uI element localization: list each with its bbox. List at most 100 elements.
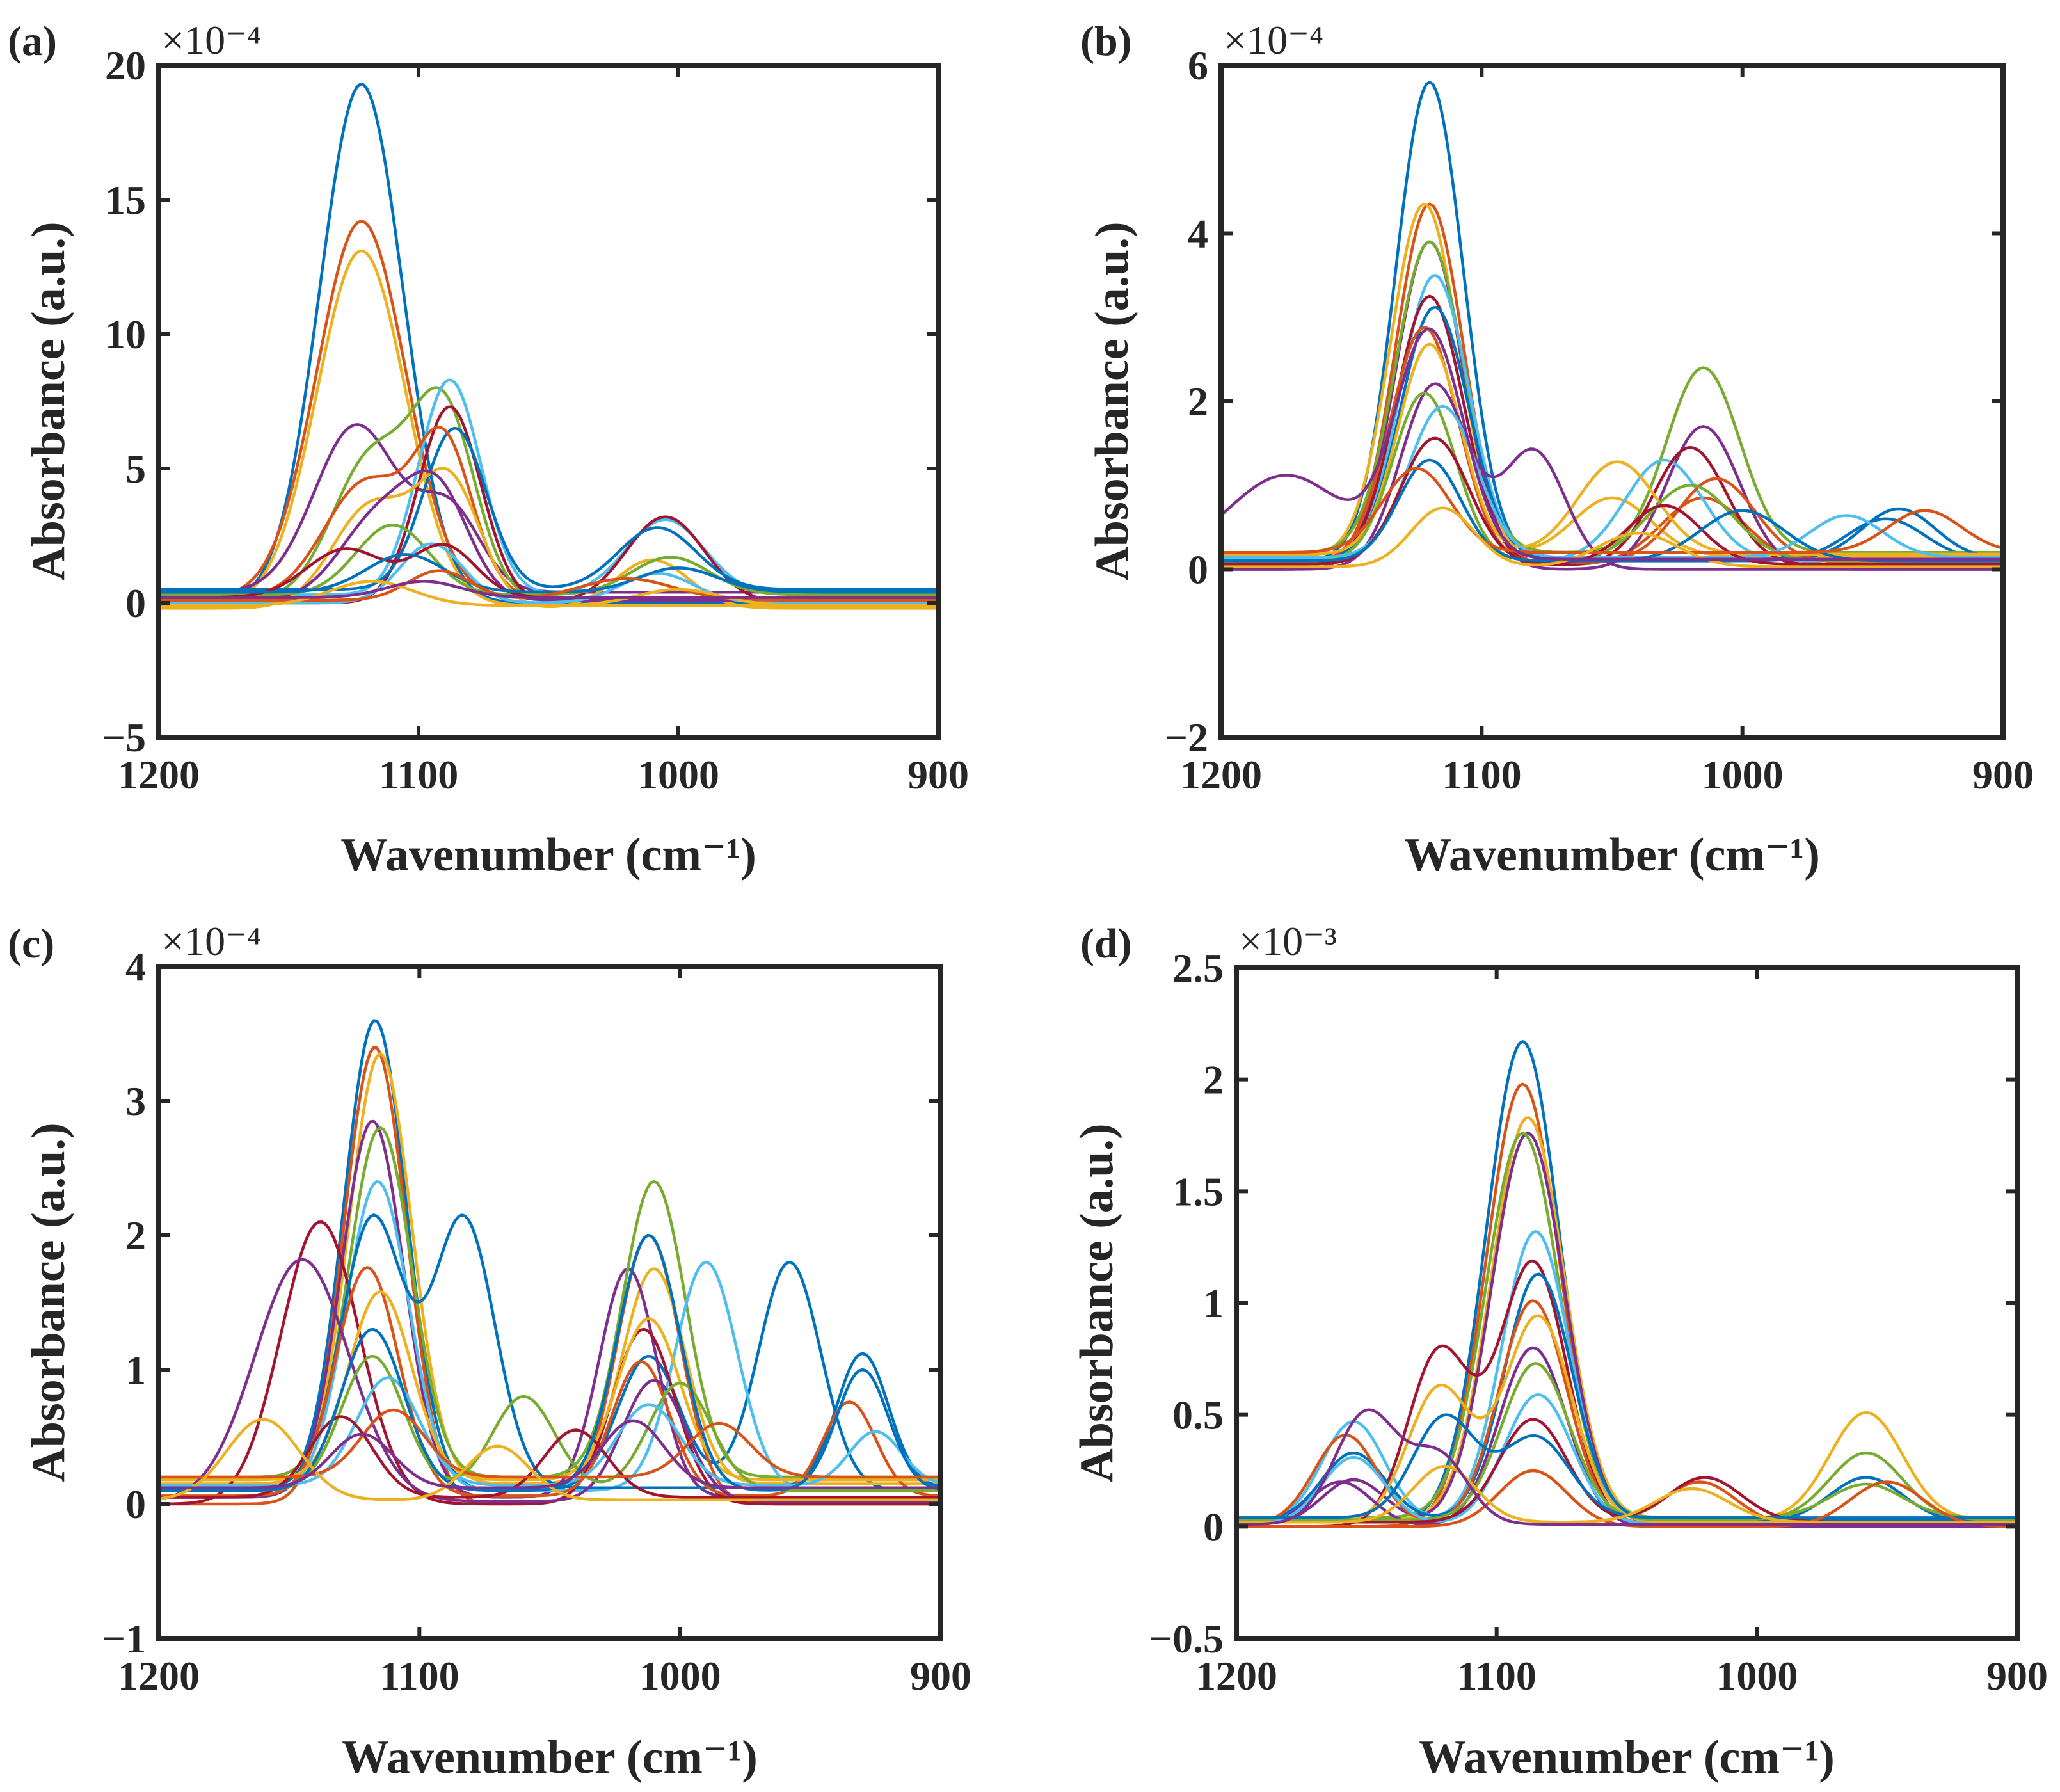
panel-b-series-13 — [1221, 404, 2003, 559]
panel-c-xtick-label: 1100 — [379, 1653, 459, 1699]
panel-b-xlabel: Wavenumber (cm⁻¹) — [1404, 829, 1820, 881]
panel-b-xtick-label: 1000 — [1702, 752, 1784, 797]
panel-d-multiplier: ×10⁻³ — [1239, 918, 1337, 964]
panel-d-ylabel: Absorbance (a.u.) — [1071, 1123, 1123, 1482]
panel-c-xtick-label: 1200 — [118, 1653, 200, 1699]
panel-c-series-9 — [159, 1266, 941, 1498]
panel-b-frame — [1218, 63, 2006, 740]
panel-a-series-6 — [159, 378, 938, 596]
panel-d-series-14 — [1236, 1418, 2017, 1524]
panel-b-series-7 — [1221, 294, 2003, 567]
panel-b-ticks — [1219, 63, 2005, 739]
panel-c-ytick-label: 2 — [125, 1213, 146, 1258]
panel-a-ticks — [157, 63, 940, 739]
panel-a-xtick-label: 1000 — [637, 752, 719, 797]
panel-b-series-16 — [1221, 467, 2003, 554]
panel-a-ylabel: Absorbance (a.u.) — [22, 221, 75, 580]
panel-b: 1200 1100 1000 900 −2 0 2 4 6 (b) ×10⁻⁴ Wavenumb… — [1080, 17, 2034, 881]
panel-a: 1200 1100 1000 900 −5 0 5 10 15 20 (a) ×10⁻⁴ Wave… — [8, 17, 969, 881]
panel-c-ytick-label: 1 — [125, 1347, 146, 1393]
panel-c-tick-labels: 1200 1100 1000 900 −1 0 1 2 3 4 — [102, 944, 971, 1699]
panel-a-series-11 — [159, 469, 938, 602]
panel-c-series-11 — [159, 1258, 941, 1503]
panel-a-ytick-label: −5 — [102, 715, 146, 760]
panel-a-series-18 — [159, 580, 938, 599]
panel-d-series-5 — [1236, 1132, 2017, 1519]
panel-d-ytick-label: −0.5 — [1149, 1616, 1224, 1661]
panel-c-xtick-label: 1000 — [639, 1653, 721, 1699]
panel-c-series-16 — [159, 1408, 941, 1479]
panel-a-xlabel: Wavenumber (cm⁻¹) — [340, 829, 756, 881]
panel-a-ytick-label: 5 — [125, 446, 146, 492]
panel-c-ticks — [157, 964, 943, 1640]
panel-c-frame — [156, 964, 943, 1641]
panel-d-series-17 — [1236, 1464, 2017, 1524]
panel-c-ylabel: Absorbance (a.u.) — [22, 1123, 75, 1482]
panel-b-ylabel: Absorbance (a.u.) — [1086, 221, 1138, 580]
panel-c-ytick-label: −1 — [102, 1616, 146, 1661]
panel-d-ytick-label: 0.5 — [1172, 1393, 1224, 1438]
panel-a-series-7 — [159, 405, 938, 605]
panel-d-ytick-label: 0 — [1203, 1504, 1224, 1549]
panel-d-ytick-label: 2.5 — [1172, 945, 1224, 991]
panel-a-series-15 — [159, 553, 938, 594]
panel-d-ticks — [1234, 966, 2019, 1640]
panel-b-series-3 — [1221, 202, 2003, 559]
panel-b-series-12 — [1221, 391, 2003, 563]
panel-d-series-4 — [1236, 1132, 2017, 1526]
panel-b-ytick-label: 6 — [1188, 43, 1208, 88]
panel-d-ytick-label: 1.5 — [1172, 1169, 1224, 1214]
panel-c-label: (c) — [8, 920, 54, 967]
panel-b-tick-labels: 1200 1100 1000 900 −2 0 2 4 6 — [1165, 43, 2034, 797]
panel-c-series-15 — [159, 1234, 941, 1492]
panel-c-xtick-label: 900 — [910, 1653, 971, 1699]
panel-d-ytick-label: 2 — [1203, 1057, 1224, 1103]
panel-a-series-16 — [159, 569, 938, 602]
panel-b-series-10 — [1221, 342, 2003, 556]
panel-c-xlabel: Wavenumber (cm⁻¹) — [342, 1731, 758, 1784]
panel-d-curves — [1236, 1040, 2017, 1528]
panel-d-xtick-label: 900 — [1986, 1653, 2048, 1699]
panel-b-ytick-label: 4 — [1188, 211, 1208, 257]
panel-a-series-17 — [159, 580, 938, 607]
panel-a-curves — [159, 83, 938, 610]
panel-b-xtick-label: 900 — [1972, 752, 2034, 797]
panel-a-series-3 — [159, 249, 938, 607]
panel-a-frame — [156, 63, 941, 740]
panel-a-ytick-label: 0 — [125, 580, 146, 626]
panel-a-series-9 — [159, 426, 938, 599]
panel-a-series-2 — [159, 220, 938, 599]
panel-c-ytick-label: 0 — [125, 1482, 146, 1527]
panel-a-series-4 — [159, 423, 938, 594]
panel-c-series-1 — [159, 1019, 941, 1492]
panel-d-series-8 — [1236, 1272, 2017, 1522]
panel-b-xtick-label: 1100 — [1442, 752, 1521, 797]
panel-d-ytick-label: 1 — [1203, 1281, 1224, 1326]
panel-c-curves — [159, 1019, 941, 1506]
panel-d-xtick-label: 1100 — [1457, 1653, 1536, 1699]
panel-a-xtick-label: 900 — [907, 752, 969, 797]
panel-b-series-5 — [1221, 240, 2003, 554]
panel-b-series-14 — [1221, 436, 2003, 566]
panel-d-frame — [1234, 965, 2020, 1641]
panel-a-tick-labels: 1200 1100 1000 900 −5 0 5 10 15 20 — [102, 43, 969, 797]
panel-d-xtick-label: 1200 — [1195, 1653, 1277, 1699]
panel-c-series-3 — [159, 1052, 941, 1485]
panel-d-tick-labels: 1200 1100 1000 900 −0.5 0 0.5 1 1.5 2 2.5 — [1149, 945, 2048, 1699]
panel-c-series-13 — [159, 1376, 941, 1487]
panel-a-ytick-label: 15 — [105, 177, 146, 223]
panel-d-label: (d) — [1080, 920, 1132, 967]
panel-b-series-11 — [1221, 382, 2003, 571]
panel-c-ytick-label: 3 — [125, 1078, 146, 1124]
panel-c-ytick-label: 4 — [125, 944, 146, 989]
panel-b-series-17 — [1221, 506, 2003, 568]
panel-d: 1200 1100 1000 900 −0.5 0 0.5 1 1.5 2 2.5 (d) ×10⁻… — [1071, 918, 2048, 1784]
panel-d-series-9 — [1236, 1299, 2017, 1526]
panel-b-ytick-label: −2 — [1165, 715, 1208, 760]
panel-b-label: (b) — [1080, 18, 1132, 65]
panel-d-series-15 — [1236, 1413, 2017, 1519]
panel-a-xtick-label: 1200 — [118, 752, 200, 797]
panel-a-ytick-label: 10 — [105, 312, 146, 357]
panel-a-series-12 — [159, 523, 938, 596]
